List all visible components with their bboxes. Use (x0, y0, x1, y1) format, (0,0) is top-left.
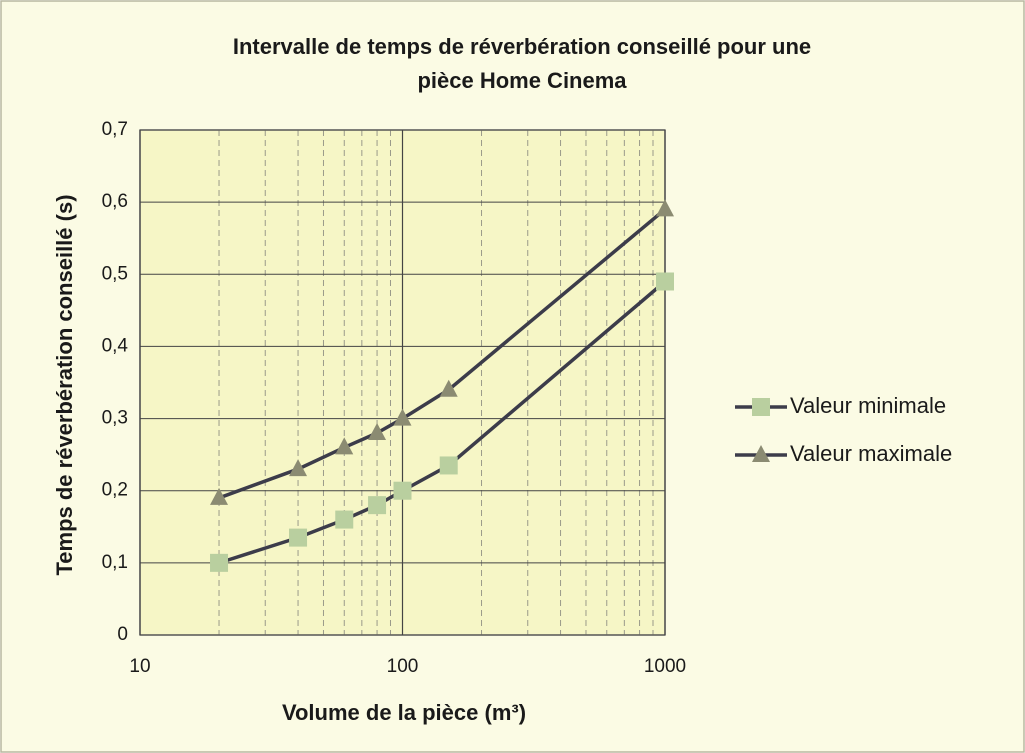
x-tick-label: 100 (387, 656, 419, 677)
legend-marker (752, 398, 770, 416)
y-tick-label: 0 (117, 624, 128, 645)
data-point (393, 408, 412, 426)
data-point (289, 459, 308, 477)
data-point (210, 487, 229, 505)
x-tick-label: 10 (129, 656, 150, 677)
data-point (368, 496, 387, 515)
x-axis-label: Volume de la pièce (m³) (282, 700, 526, 725)
data-point (210, 553, 229, 572)
x-tick-label: 1000 (644, 656, 686, 677)
data-point (335, 437, 354, 455)
y-tick-label: 0,1 (102, 552, 128, 573)
data-point (439, 379, 458, 397)
data-point (656, 272, 674, 291)
data-point (368, 423, 387, 440)
y-tick-label: 0,4 (102, 335, 129, 356)
chart-title: Intervalle de temps de réverbération con… (233, 34, 811, 59)
data-point (439, 456, 458, 475)
legend-label: Valeur maximale (790, 441, 952, 466)
chart-title: pièce Home Cinema (417, 68, 627, 93)
y-tick-label: 0,3 (102, 408, 128, 429)
data-point (335, 510, 354, 529)
y-tick-label: 0,6 (102, 191, 128, 212)
legend-marker (752, 445, 770, 462)
data-point (289, 528, 308, 547)
legend-label: Valeur minimale (790, 393, 946, 418)
y-tick-label: 0,2 (102, 480, 128, 501)
y-axis-label: Temps de réverbération conseillé (s) (52, 194, 77, 575)
data-point (656, 199, 674, 217)
data-point (393, 481, 412, 500)
y-tick-label: 0,7 (102, 119, 128, 140)
y-tick-label: 0,5 (102, 263, 128, 284)
